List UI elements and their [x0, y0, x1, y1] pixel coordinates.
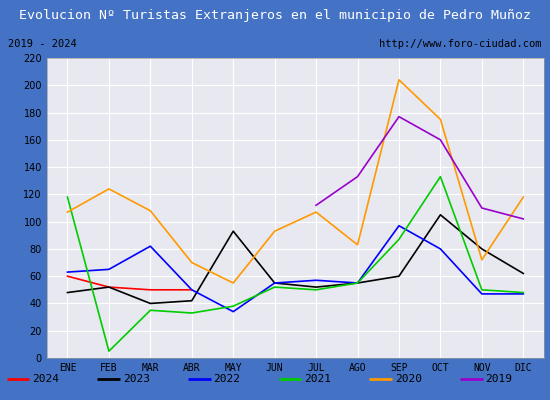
Text: 2019 - 2024: 2019 - 2024: [8, 39, 77, 49]
Text: Evolucion Nº Turistas Extranjeros en el municipio de Pedro Muñoz: Evolucion Nº Turistas Extranjeros en el …: [19, 8, 531, 22]
Text: 2022: 2022: [213, 374, 240, 384]
Text: 2021: 2021: [304, 374, 331, 384]
Text: 2019: 2019: [485, 374, 513, 384]
Text: 2020: 2020: [395, 374, 422, 384]
Text: http://www.foro-ciudad.com: http://www.foro-ciudad.com: [379, 39, 542, 49]
Text: 2023: 2023: [123, 374, 150, 384]
Text: 2024: 2024: [32, 374, 59, 384]
